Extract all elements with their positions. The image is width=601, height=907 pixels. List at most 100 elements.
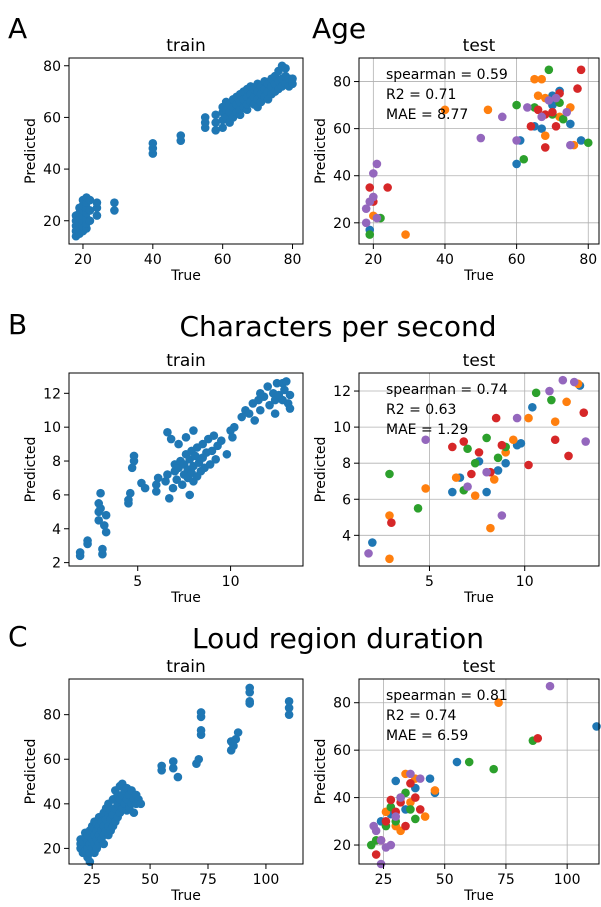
- y-tick-label: 60: [43, 110, 61, 126]
- panel-letter-a: A: [8, 12, 27, 45]
- y-tick-label: 40: [333, 169, 351, 185]
- data-point: [124, 495, 133, 505]
- data-point: [92, 211, 102, 220]
- data-point: [96, 504, 105, 513]
- y-tick-label: 80: [43, 708, 61, 724]
- data-point: [245, 696, 255, 706]
- data-point: [174, 439, 183, 449]
- data-point: [516, 439, 526, 448]
- data-point: [519, 154, 529, 164]
- x-tick-label: 75: [199, 872, 217, 888]
- data-point: [151, 480, 161, 490]
- x-tick-label: 100: [253, 872, 280, 888]
- y-tick-label: 60: [333, 122, 351, 138]
- x-tick-label: 50: [141, 872, 159, 888]
- y-tick-label: 6: [52, 488, 61, 504]
- data-point: [85, 216, 95, 226]
- data-point: [489, 764, 498, 774]
- data-point: [573, 84, 582, 93]
- stats-annotation-line: spearman = 0.59: [386, 67, 508, 83]
- data-point: [198, 439, 208, 449]
- data-point: [464, 757, 474, 767]
- data-point: [284, 710, 294, 719]
- data-point: [205, 460, 215, 469]
- y-tick-label: 20: [43, 214, 61, 230]
- data-point: [558, 375, 568, 385]
- data-point: [371, 826, 381, 836]
- x-tick-label: 10: [516, 574, 534, 590]
- data-point: [284, 703, 294, 713]
- subplot-title: train: [166, 351, 206, 371]
- y-axis-label: Predicted: [23, 437, 39, 503]
- data-point: [579, 408, 589, 417]
- x-tick-label: 60: [508, 252, 526, 268]
- data-point: [110, 198, 119, 207]
- data-point: [470, 458, 480, 468]
- data-point: [533, 91, 543, 100]
- data-point: [551, 121, 561, 131]
- y-tick-label: 8: [342, 456, 351, 472]
- data-point: [211, 118, 220, 127]
- data-point: [581, 437, 590, 446]
- scatter-plot-1: 20 40 60 80 20 40 60 80 train True Predicted: [23, 36, 304, 284]
- data-point: [125, 488, 135, 498]
- data-point: [101, 510, 111, 520]
- data-point: [537, 112, 546, 122]
- data-point: [385, 469, 394, 479]
- data-point: [550, 435, 560, 445]
- data-point: [281, 64, 290, 73]
- x-tick-label: 5: [425, 574, 434, 590]
- data-point: [476, 133, 486, 143]
- y-axis-label: Predicted: [313, 739, 329, 805]
- data-point: [531, 388, 541, 398]
- stats-annotation-line: MAE = 6.59: [386, 728, 468, 744]
- data-point: [365, 230, 375, 239]
- data-point: [189, 426, 198, 435]
- data-point: [545, 681, 555, 691]
- data-point: [569, 377, 579, 387]
- x-tick-label: 40: [144, 252, 162, 268]
- data-point: [576, 136, 586, 145]
- y-tick-label: 20: [333, 216, 351, 232]
- y-tick-label: 12: [333, 384, 351, 400]
- data-point: [551, 93, 561, 103]
- data-point: [372, 213, 382, 223]
- data-point: [383, 183, 392, 192]
- panel-letter-b: B: [8, 308, 27, 341]
- data-point: [497, 511, 507, 520]
- data-point: [452, 757, 462, 767]
- data-point: [512, 100, 521, 110]
- data-point: [381, 817, 391, 826]
- data-point: [190, 451, 200, 461]
- x-tick-label: 40: [436, 252, 454, 268]
- data-point: [463, 444, 472, 454]
- data-point: [75, 548, 85, 557]
- plot-frame: [68, 372, 304, 567]
- x-tick-label: 75: [497, 872, 515, 888]
- data-point: [415, 805, 425, 814]
- y-tick-label: 4: [342, 528, 351, 544]
- data-point: [211, 126, 220, 135]
- data-point: [467, 469, 476, 479]
- x-tick-label: 10: [222, 574, 240, 590]
- data-point: [361, 204, 371, 213]
- data-point: [365, 183, 375, 192]
- data-point: [537, 74, 546, 84]
- data-point: [387, 518, 396, 528]
- data-point: [94, 515, 104, 525]
- y-axis-label: Predicted: [313, 118, 329, 184]
- data-point: [528, 402, 537, 412]
- data-point: [263, 382, 273, 391]
- data-point: [440, 105, 450, 115]
- data-point: [566, 119, 575, 129]
- y-tick-label: 4: [52, 522, 61, 538]
- y-tick-label: 2: [52, 556, 61, 572]
- data-point: [425, 774, 435, 783]
- data-point: [168, 483, 178, 493]
- data-point: [211, 110, 220, 120]
- data-point: [250, 416, 260, 425]
- data-point: [85, 206, 95, 215]
- data-point: [99, 521, 109, 530]
- data-point: [172, 475, 182, 484]
- data-point: [168, 757, 178, 766]
